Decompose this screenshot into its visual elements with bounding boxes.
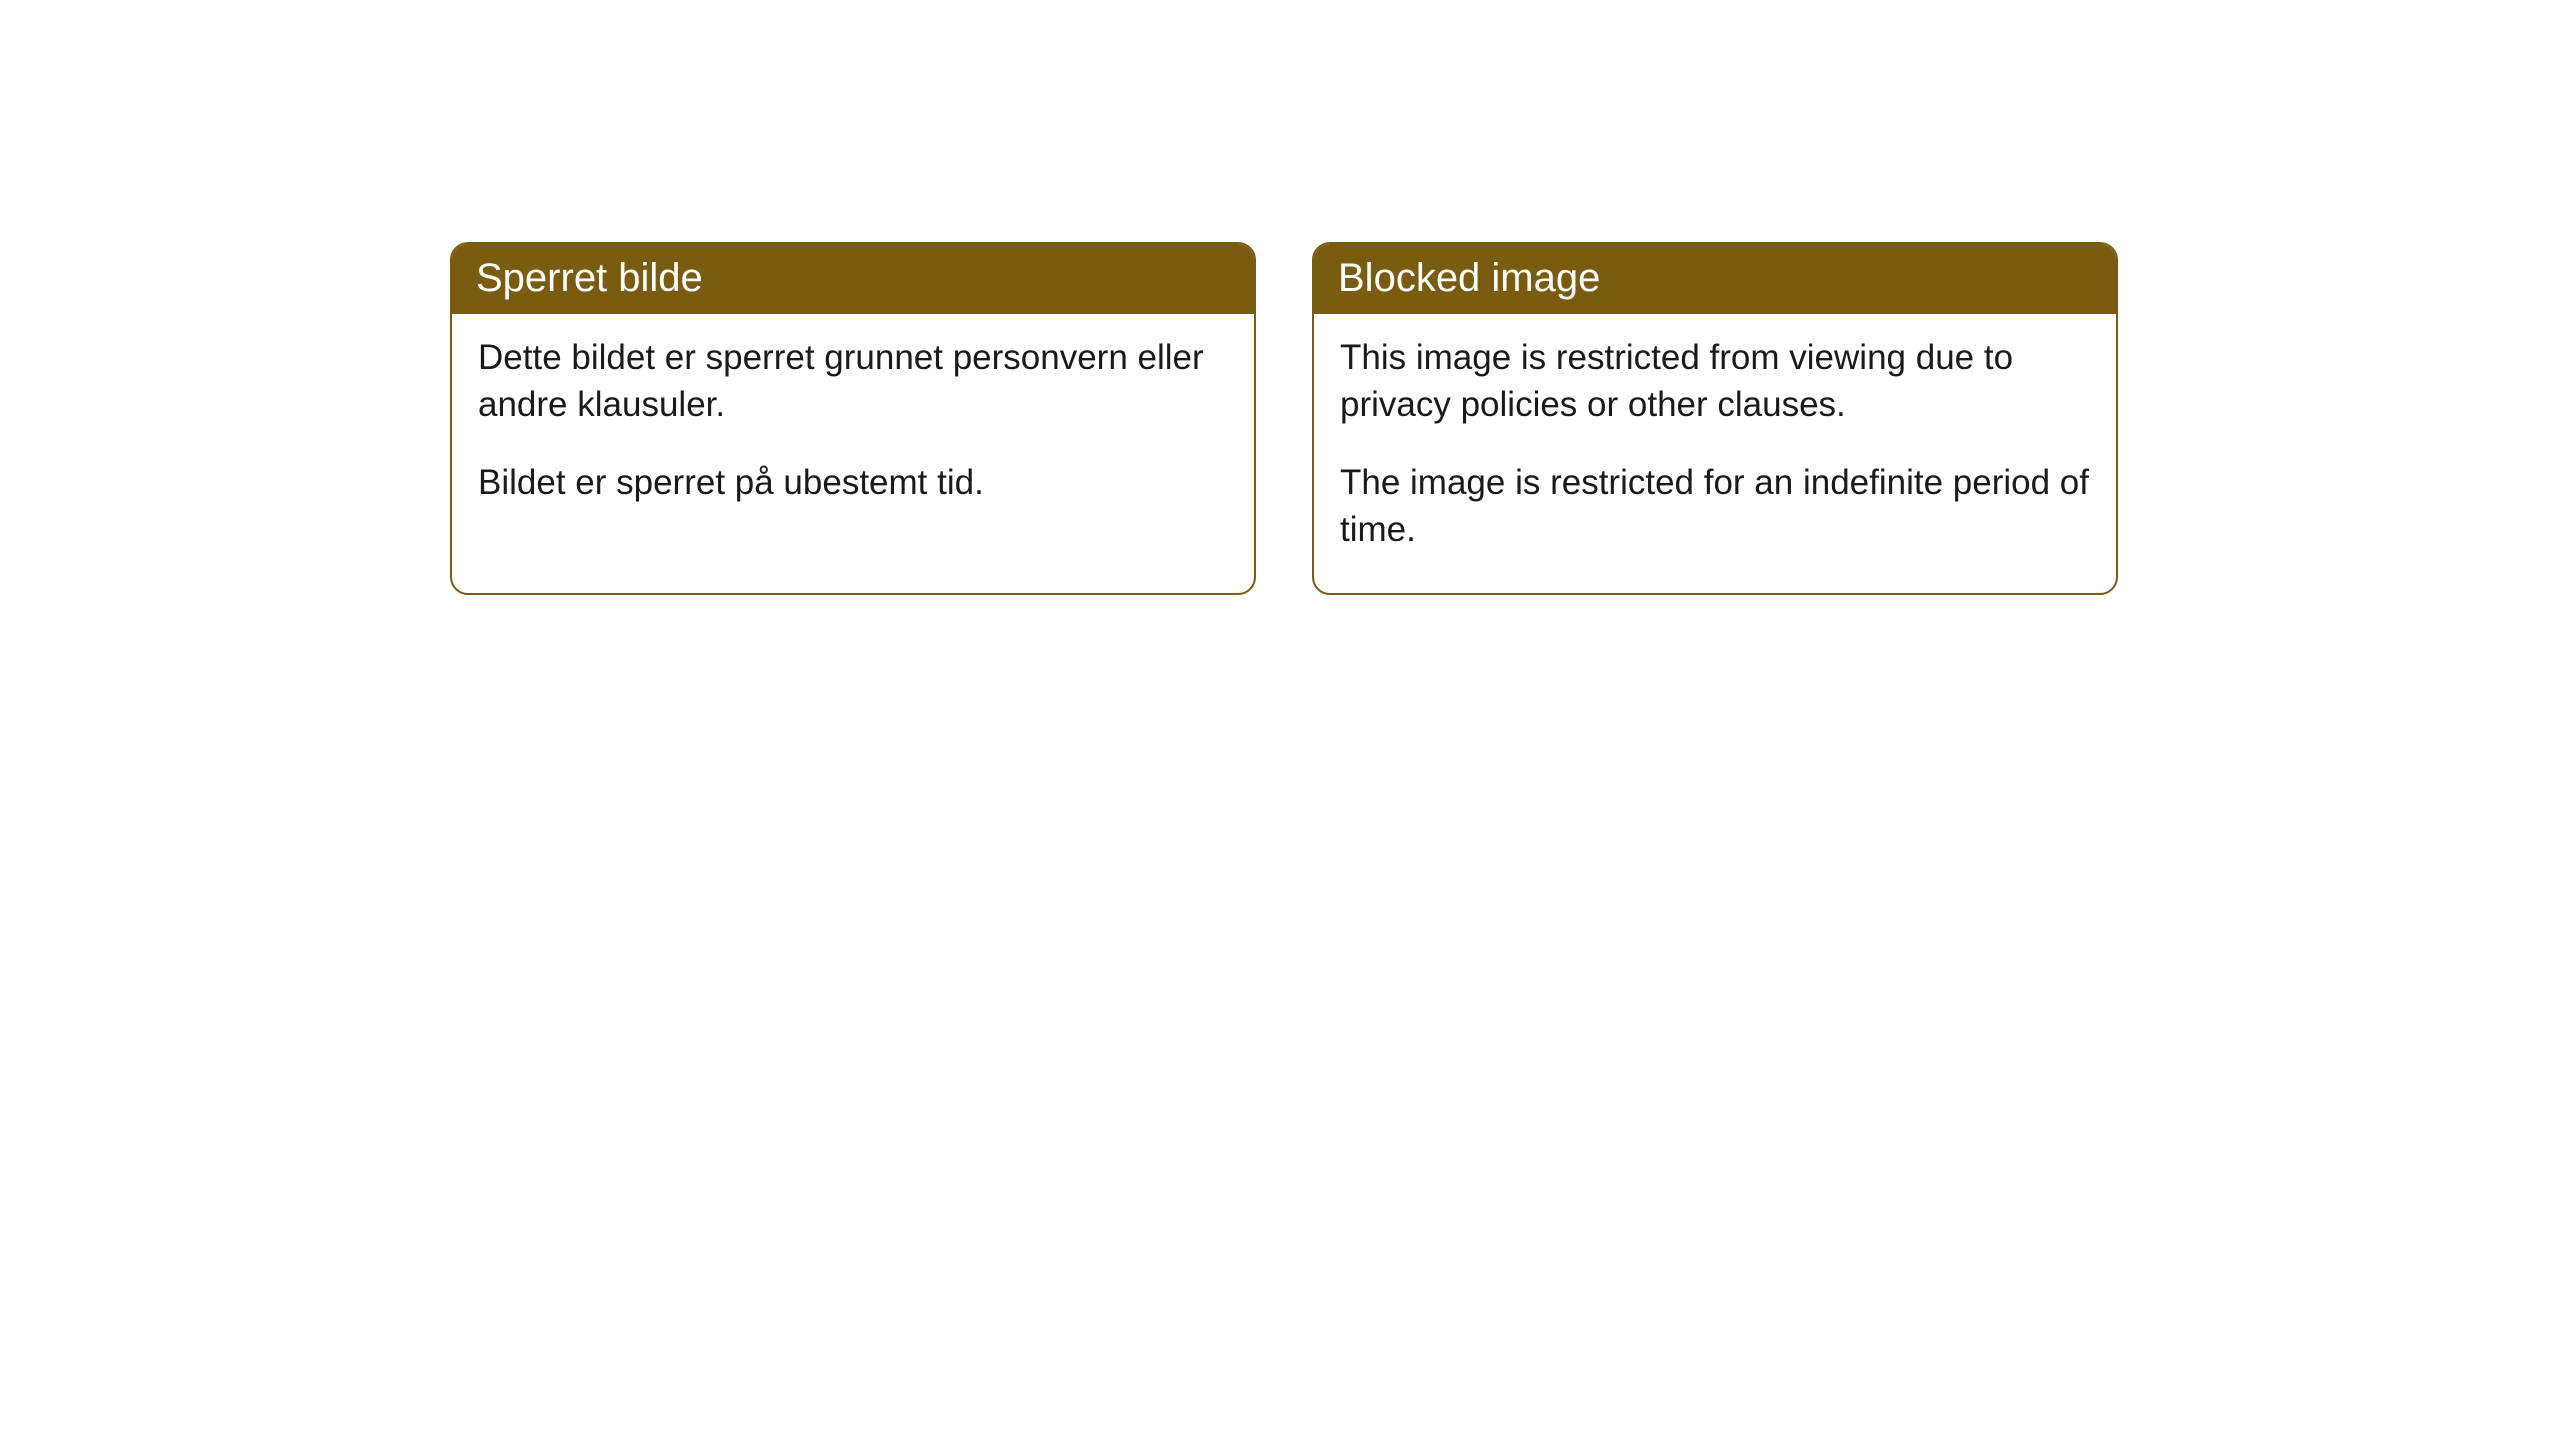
card-body-no: Dette bildet er sperret grunnet personve… [452,314,1254,546]
blocked-image-card-no: Sperret bilde Dette bildet er sperret gr… [450,242,1256,595]
card-body-en: This image is restricted from viewing du… [1314,314,2116,593]
blocked-image-card-en: Blocked image This image is restricted f… [1312,242,2118,595]
card-paragraph: The image is restricted for an indefinit… [1340,459,2090,554]
card-header-no: Sperret bilde [452,244,1254,314]
card-header-en: Blocked image [1314,244,2116,314]
card-paragraph: This image is restricted from viewing du… [1340,334,2090,429]
card-paragraph: Bildet er sperret på ubestemt tid. [478,459,1228,506]
notice-container: Sperret bilde Dette bildet er sperret gr… [0,0,2560,595]
card-paragraph: Dette bildet er sperret grunnet personve… [478,334,1228,429]
